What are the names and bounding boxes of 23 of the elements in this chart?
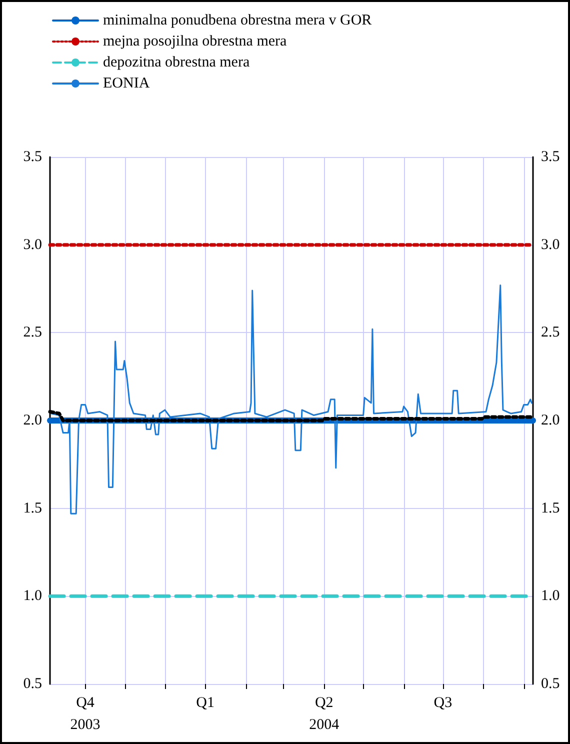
legend-label: depozitna obrestna mera xyxy=(103,54,250,70)
line-series xyxy=(50,284,532,514)
y2-tick-label: 3.0 xyxy=(541,236,560,253)
y-tick-label: 3.5 xyxy=(23,149,42,165)
y2-tick-label: 2.5 xyxy=(541,324,560,341)
y2-tick-label: 0.5 xyxy=(541,676,560,692)
y-tick-label: 1.0 xyxy=(23,588,42,604)
y-tick-label: 0.5 xyxy=(23,676,42,692)
x-tick-label: Q1 xyxy=(196,695,215,711)
y-tick-label: 2.5 xyxy=(23,324,42,341)
x-tick-label: Q3 xyxy=(434,695,452,711)
y-tick-label: 1.5 xyxy=(23,500,42,516)
y-tick-label: 3.0 xyxy=(23,236,42,253)
y2-tick-label: 1.0 xyxy=(541,588,560,604)
legend-label: EONIA xyxy=(103,76,150,92)
legend-label: minimalna ponudbena obrestna mera v GOR xyxy=(103,12,372,28)
x-tick-label: Q2 2004 xyxy=(309,695,340,733)
y2-tick-label: 3.5 xyxy=(541,149,560,165)
legend-label: mejna posojilna obrestna mera xyxy=(103,34,288,50)
y2-tick-label: 2.0 xyxy=(541,412,560,428)
x-tick-label: Q4 2003 xyxy=(70,695,100,733)
y-tick-label: 2.0 xyxy=(23,412,42,428)
y2-tick-label: 1.5 xyxy=(541,500,560,516)
